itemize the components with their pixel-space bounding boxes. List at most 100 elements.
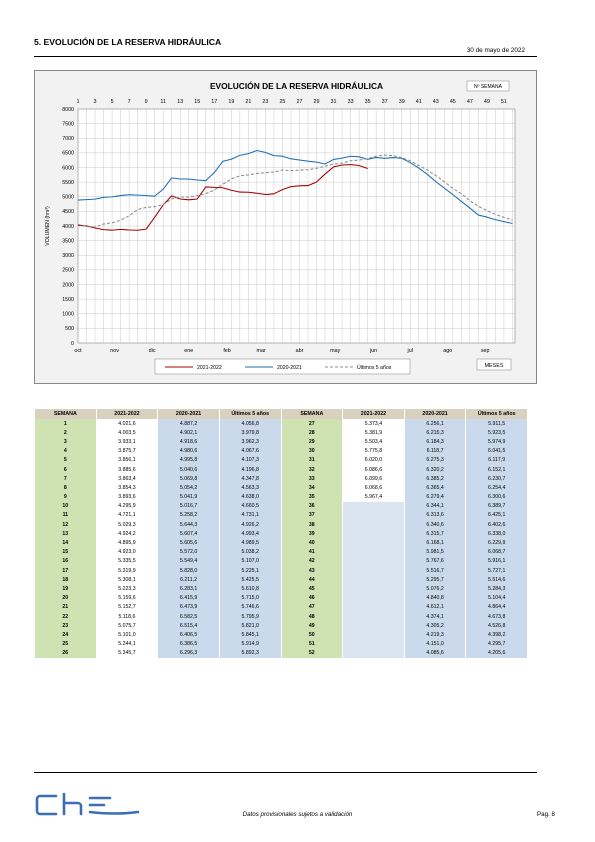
value-cell: 4.673,8 xyxy=(466,611,527,622)
week-cell: 24 xyxy=(35,630,96,640)
week-cell: 16 xyxy=(35,556,96,566)
table-header-cell: 2020-2021 xyxy=(158,409,219,419)
value-cell: 4.902,1 xyxy=(158,428,219,438)
value-cell: 6.230,7 xyxy=(466,474,527,484)
table-row: 7 3.863,4 5.069,8 4.347,8 33 6.099,6 6.385,2 6.… xyxy=(35,474,527,484)
y-tick-label: 2500 xyxy=(62,268,74,274)
value-cell: 5.152,7 xyxy=(96,602,158,612)
week-tick-label: 3 xyxy=(94,99,97,105)
value-cell: 5.715,0 xyxy=(219,593,281,603)
value-cell: 5.775,8 xyxy=(343,446,404,456)
value-cell: 5.159,6 xyxy=(96,593,158,603)
week-cell: 39 xyxy=(281,529,343,539)
value-cell: 4.660,5 xyxy=(219,501,281,511)
value-cell: 3.885,6 xyxy=(96,464,158,475)
y-tick-label: 2000 xyxy=(62,282,74,288)
week-cell: 10 xyxy=(35,501,96,511)
value-cell: 3.854,3 xyxy=(96,483,158,493)
reserve-table-wrap: SEMANA 2021-2022 2020-2021 Últimos 5 años SE… xyxy=(34,409,528,658)
value-cell: 4.995,8 xyxy=(158,455,219,465)
table-header-cell: 2021-2022 xyxy=(343,409,404,419)
table-row: 8 3.854,3 5.054,2 4.563,3 34 6.068,6 6.365,4 6.… xyxy=(35,483,527,493)
value-cell: 4.895,9 xyxy=(96,538,158,548)
table-header-cell: 2020-2021 xyxy=(404,409,466,419)
value-cell xyxy=(343,630,404,640)
value-cell: 4.305,2 xyxy=(404,621,466,631)
value-cell xyxy=(343,529,404,539)
week-tick-label: 43 xyxy=(433,99,439,105)
value-cell: 6.415,9 xyxy=(158,593,219,603)
table-row: 2 4.003,5 4.902,1 3.979,8 28 5.381,9 6.215,3 5.… xyxy=(35,428,527,438)
month-tick-label: jun xyxy=(369,348,377,354)
value-cell: 4.638,0 xyxy=(219,492,281,502)
value-cell: 5.258,2 xyxy=(158,510,219,521)
value-cell: 3.863,4 xyxy=(96,474,158,484)
value-cell: 4.151,0 xyxy=(404,639,466,649)
reserve-chart-svg: 0 500 1000 1500 2000 2500 3000 3500 4000 4500 5000… xyxy=(45,80,516,375)
table-row: 12 5.029,3 5.644,3 4.926,2 38 6.340,6 6.402,6 xyxy=(35,520,527,530)
value-cell: 5.308,1 xyxy=(96,575,158,585)
value-cell: 5.335,5 xyxy=(96,556,158,566)
value-cell: 6.211,2 xyxy=(158,575,219,585)
week-tick-label: 15 xyxy=(194,99,200,105)
week-cell: 4 xyxy=(35,446,96,456)
month-tick-label: sep xyxy=(481,348,490,354)
value-cell: 5.514,6 xyxy=(466,575,527,585)
value-cell xyxy=(343,547,404,557)
value-cell: 6.402,6 xyxy=(466,520,527,530)
value-cell: 5.746,6 xyxy=(219,602,281,612)
week-tick-label: 21 xyxy=(245,99,251,105)
week-tick-label: 37 xyxy=(382,99,388,105)
week-cell: 21 xyxy=(35,602,96,612)
table-header-cell: Últimos 5 años xyxy=(219,409,281,419)
value-cell: 6.215,3 xyxy=(404,428,466,438)
week-cell: 1 xyxy=(35,419,96,429)
week-cell: 26 xyxy=(35,648,96,658)
value-cell: 5.223,3 xyxy=(96,584,158,594)
month-tick-label: ene xyxy=(184,348,193,354)
value-cell: 6.473,9 xyxy=(158,602,219,612)
y-tick-label: 1000 xyxy=(62,312,74,318)
value-cell xyxy=(343,611,404,622)
value-cell xyxy=(343,538,404,548)
value-cell: 3.875,7 xyxy=(96,446,158,456)
month-tick-label: abr xyxy=(296,348,304,354)
series-line-2021-2022 xyxy=(77,164,368,231)
report-date: 30 de mayo de 2022 xyxy=(466,47,525,54)
value-cell: 5.381,9 xyxy=(343,428,404,438)
week-tick-label: 23 xyxy=(262,99,268,105)
value-cell: 4.840,8 xyxy=(404,593,466,603)
value-cell: 6.068,6 xyxy=(343,483,404,493)
table-row: 16 5.335,5 5.549,4 5.107,0 42 5.767,6 5.916,1 xyxy=(35,556,527,566)
week-cell: 28 xyxy=(281,428,343,438)
table-body: 1 4.021,6 4.887,2 4.056,8 27 5.373,4 6.256,1 5.… xyxy=(35,419,527,658)
value-cell: 6.344,1 xyxy=(404,501,466,511)
value-cell: 6.425,1 xyxy=(466,510,527,521)
week-cell: 27 xyxy=(281,419,343,429)
week-cell: 36 xyxy=(281,501,343,511)
week-tick-label: 9 xyxy=(145,99,148,105)
table-header-cell: SEMANA xyxy=(281,409,343,419)
value-cell: 4.721,1 xyxy=(96,510,158,521)
week-cell: 40 xyxy=(281,538,343,548)
value-cell: 4.067,6 xyxy=(219,446,281,456)
value-cell: 5.295,7 xyxy=(404,575,466,585)
value-cell: 5.016,7 xyxy=(158,501,219,511)
value-cell: 6.184,3 xyxy=(404,437,466,447)
value-cell: 4.219,3 xyxy=(404,630,466,640)
value-cell: 5.605,6 xyxy=(158,538,219,548)
table-row: 19 5.223,3 6.283,1 5.610,8 45 5.076,2 5.284,3 xyxy=(35,584,527,594)
value-cell: 5.503,4 xyxy=(343,437,404,447)
value-cell: 5.244,1 xyxy=(96,639,158,649)
value-cell: 5.892,3 xyxy=(219,648,281,658)
value-cell: 4.864,4 xyxy=(466,602,527,612)
value-cell: 6.313,6 xyxy=(404,510,466,521)
table-header-cell: Últimos 5 años xyxy=(466,409,527,419)
value-cell: 6.296,3 xyxy=(158,648,219,658)
value-cell: 6.254,4 xyxy=(466,483,527,493)
value-cell: 6.365,4 xyxy=(404,483,466,493)
y-tick-label: 4500 xyxy=(62,209,74,215)
y-tick-label: 7500 xyxy=(62,121,74,127)
value-cell: 5.101,0 xyxy=(96,630,158,640)
value-cell: 5.981,5 xyxy=(404,547,466,557)
